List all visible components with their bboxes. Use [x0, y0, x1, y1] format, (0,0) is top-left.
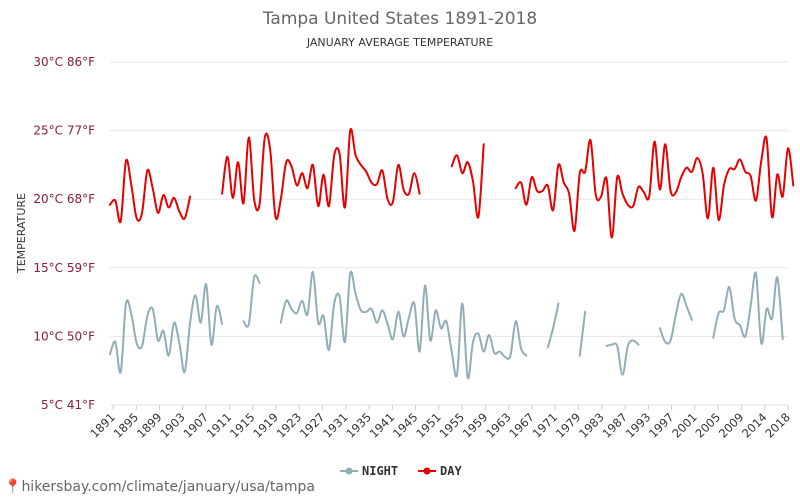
x-tick-label: 2014 — [739, 410, 770, 441]
x-tick-label: 2001 — [669, 410, 700, 441]
y-axis-label: TEMPERATURE — [15, 193, 28, 274]
x-tick-label: 1983 — [576, 410, 607, 441]
x-tick-label: 1907 — [180, 410, 211, 441]
x-tick-label: 1979 — [553, 410, 584, 441]
location-pin-icon: 📍 — [4, 479, 22, 495]
x-tick-label: 1959 — [460, 410, 491, 441]
x-tick-label: 2005 — [693, 410, 724, 441]
day-series-line — [450, 143, 485, 219]
chart-title: Tampa United States 1891-2018 — [262, 9, 537, 29]
x-tick-label: 1955 — [437, 410, 468, 441]
y-tick-label: 10°C 50°F — [33, 329, 95, 343]
night-series-line — [605, 339, 640, 376]
legend-label: DAY — [440, 464, 462, 478]
legend-item-day[interactable]: DAY — [418, 464, 462, 478]
x-tick-label: 1903 — [157, 410, 188, 441]
chart-subtitle: JANUARY AVERAGE TEMPERATURE — [306, 36, 493, 49]
night-series-line — [242, 274, 261, 328]
x-tick-label: 1899 — [134, 410, 165, 441]
x-tick-label: 2018 — [762, 410, 793, 441]
x-tick-label: 1971 — [530, 410, 561, 441]
night-series-line — [279, 270, 528, 380]
x-tick-label: 1963 — [483, 410, 514, 441]
x-tick-label: 1951 — [413, 410, 444, 441]
legend-label: NIGHT — [362, 464, 398, 478]
x-tick-label: 1945 — [390, 410, 421, 441]
y-tick-label: 5°C 41°F — [41, 398, 95, 412]
legend-swatch-marker — [345, 467, 353, 475]
x-tick-label: 1895 — [111, 410, 142, 441]
y-axis-ticks: 5°C 41°F 10°C 50°F 15°C 59°F 20°C 68°F 25°C … — [33, 55, 95, 412]
x-tick-label: 1931 — [320, 410, 351, 441]
watermark[interactable]: 📍hikersbay.com/climate/january/usa/tampa — [4, 479, 315, 495]
x-axis-ticks: 1891189518991903190719111915191919231927… — [87, 405, 793, 441]
x-tick-label: 2009 — [716, 410, 747, 441]
night-series-line — [109, 283, 224, 374]
watermark-text: hikersbay.com/climate/january/usa/tampa — [21, 479, 315, 495]
night-series-line — [578, 310, 587, 357]
x-tick-label: 1935 — [343, 410, 374, 441]
x-tick-label: 1911 — [204, 410, 235, 441]
x-tick-label: 1915 — [227, 410, 258, 441]
legend-item-night[interactable]: NIGHT — [340, 464, 398, 478]
x-tick-label: 1927 — [297, 410, 328, 441]
y-tick-label: 30°C 86°F — [33, 55, 95, 69]
y-tick-label: 15°C 59°F — [33, 261, 95, 275]
night-series-line — [546, 302, 560, 349]
x-tick-label: 1993 — [623, 410, 654, 441]
x-tick-label: 1941 — [367, 410, 398, 441]
y-tick-label: 25°C 77°F — [33, 124, 95, 138]
gridlines — [110, 61, 788, 406]
day-series-line — [221, 127, 421, 221]
x-tick-label: 1891 — [87, 410, 118, 441]
legend-swatch-marker — [423, 467, 431, 475]
x-tick-label: 1967 — [506, 410, 537, 441]
x-tick-label: 1923 — [274, 410, 305, 441]
night-series-line — [658, 292, 693, 345]
x-tick-label: 1919 — [250, 410, 281, 441]
day-series-line — [109, 158, 192, 224]
y-tick-label: 20°C 68°F — [33, 192, 95, 206]
x-tick-label: 1987 — [599, 410, 630, 441]
series — [109, 127, 795, 380]
x-tick-label: 1997 — [646, 410, 677, 441]
night-series-line — [712, 271, 784, 345]
day-series-line — [514, 135, 795, 239]
legend[interactable]: NIGHT DAY — [340, 464, 462, 478]
